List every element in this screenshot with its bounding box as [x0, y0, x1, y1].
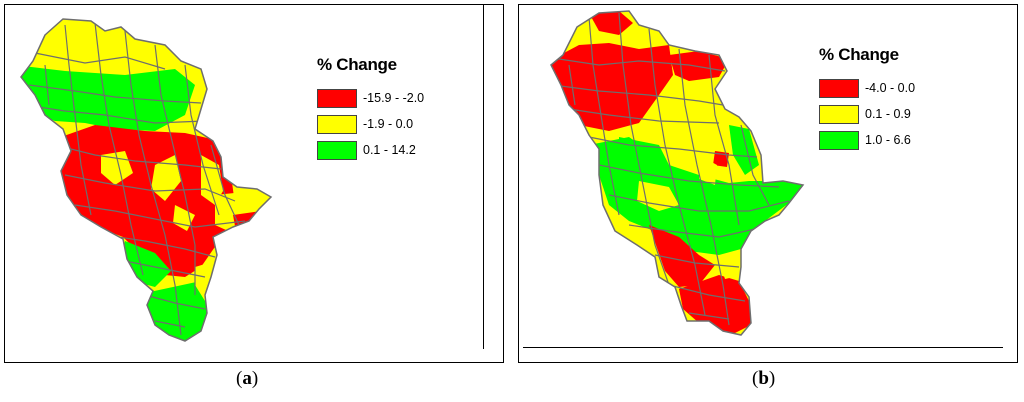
legend-b: % Change -4.0 - 0.0 0.1 - 0.9 1.0 - 6.6 — [819, 45, 915, 156]
frame-line — [523, 347, 1003, 349]
map-b-regions — [551, 11, 803, 335]
legend-item: -1.9 - 0.0 — [317, 114, 424, 134]
legend-title: % Change — [317, 55, 397, 74]
watershed-map-b — [550, 10, 805, 336]
map-a-regions — [21, 19, 271, 341]
legend-swatch-yellow — [819, 104, 859, 124]
map-panel-a: % Change -15.9 - -2.0 -1.9 - 0.0 0.1 - 1… — [4, 4, 504, 363]
legend-item: 0.1 - 0.9 — [819, 104, 915, 124]
legend-swatch-green — [317, 140, 357, 160]
legend-label: -15.9 - -2.0 — [363, 91, 425, 105]
legend-title: % Change — [819, 45, 899, 64]
legend-item: 0.1 - 14.2 — [317, 140, 424, 160]
caption-b: (b) — [752, 368, 775, 390]
frame-line — [483, 5, 485, 349]
caption-letter: a — [242, 368, 252, 389]
legend-label: 1.0 - 6.6 — [865, 133, 911, 147]
legend-swatch-red — [819, 78, 859, 98]
legend-item: 1.0 - 6.6 — [819, 130, 915, 150]
legend-item: -15.9 - -2.0 — [317, 88, 424, 108]
legend-label: 0.1 - 0.9 — [865, 107, 911, 121]
legend-swatch-yellow — [317, 114, 357, 134]
map-panel-b: % Change -4.0 - 0.0 0.1 - 0.9 1.0 - 6.6 — [518, 4, 1018, 363]
legend-label: 0.1 - 14.2 — [363, 143, 416, 157]
caption-close: ) — [251, 368, 259, 389]
legend-swatch-green — [819, 130, 859, 150]
legend-swatch-red — [317, 88, 357, 108]
caption-close: ) — [768, 368, 776, 389]
watershed-map-a — [20, 18, 273, 342]
legend-item: -4.0 - 0.0 — [819, 78, 915, 98]
legend-label: -1.9 - 0.0 — [363, 117, 414, 131]
legend-label: -4.0 - 0.0 — [865, 81, 916, 95]
caption-open: ( — [752, 368, 759, 389]
caption-open: ( — [236, 368, 243, 389]
caption-letter: b — [758, 368, 769, 389]
caption-a: (a) — [236, 368, 258, 390]
legend-a: % Change -15.9 - -2.0 -1.9 - 0.0 0.1 - 1… — [317, 55, 424, 166]
